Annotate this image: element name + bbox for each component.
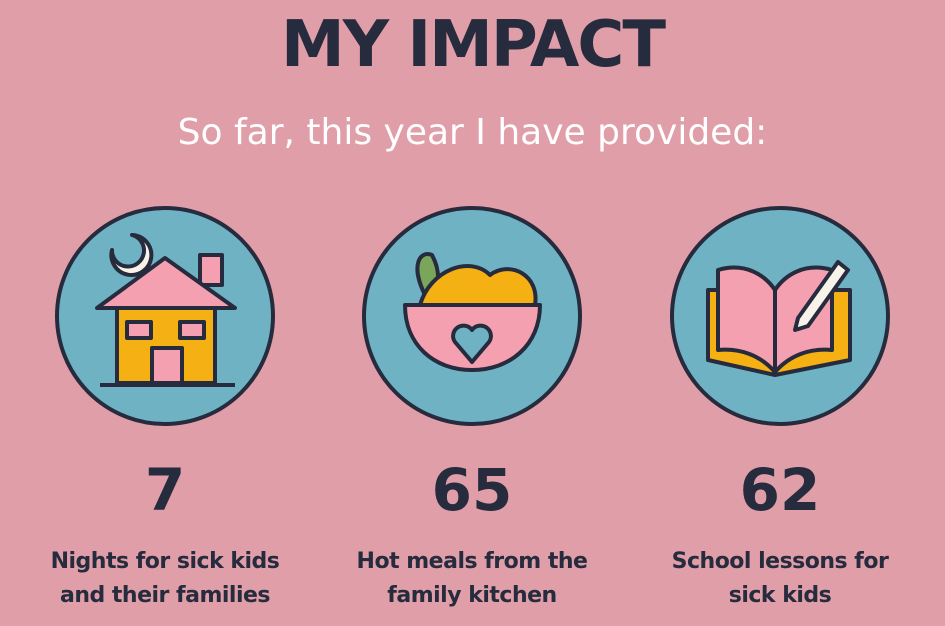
impact-item: 7 Nights for sick kids and their families [15, 455, 315, 613]
impact-label: School lessons for sick kids [630, 545, 930, 613]
label-line: Nights for sick kids [50, 549, 280, 574]
title: MY IMPACT [281, 8, 666, 82]
impact-value: 65 [431, 456, 513, 524]
impact-label: Hot meals from the family kitchen [322, 545, 622, 613]
book-icon [670, 206, 890, 426]
impact-item: 65 Hot meals from the family kitchen [322, 455, 622, 613]
impact-item: 62 School lessons for sick kids [630, 455, 930, 613]
impact-label: Nights for sick kids and their families [15, 545, 315, 613]
icons [55, 206, 890, 426]
label-line: and their families [59, 583, 271, 608]
impact-value: 7 [144, 456, 186, 524]
subtitle: So far, this year I have provided: [177, 112, 768, 153]
label-line: sick kids [728, 583, 832, 608]
label-line: School lessons for [671, 549, 889, 574]
impact-value: 62 [739, 456, 821, 524]
house-icon [55, 206, 275, 426]
label-line: family kitchen [387, 583, 557, 608]
bowl-icon [362, 206, 582, 426]
label-line: Hot meals from the [356, 549, 588, 574]
